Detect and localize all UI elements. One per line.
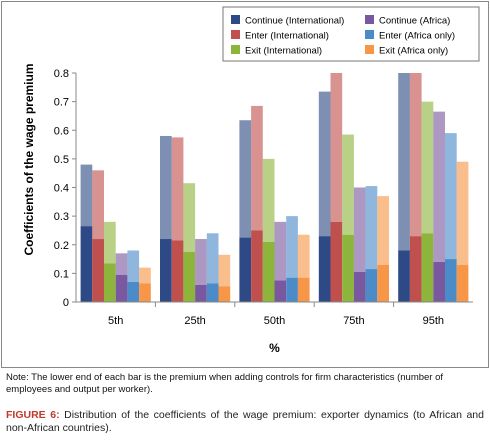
bar-lower-enter-africa-only-5th	[127, 281, 140, 302]
legend-label-exit-africa-only: Exit (Africa only)	[379, 46, 448, 57]
x-axis-title: %	[269, 341, 280, 355]
bar-upper-exit-international-25th	[183, 183, 196, 252]
figure-note: Note: The lower end of each bar is the p…	[6, 372, 444, 395]
legend-swatch-enter-international	[231, 30, 240, 39]
legend-box	[222, 6, 480, 62]
bar-upper-enter-africa-only-50th	[286, 216, 298, 278]
bar-lower-continue-africa-75th	[353, 271, 366, 302]
bar-lower-exit-africa-only-5th	[139, 283, 151, 302]
y-axis-title: Coefficients of the wage premium	[22, 63, 36, 255]
x-tick-label: 75th	[343, 315, 364, 327]
bar-lower-enter-international-95th	[409, 236, 422, 302]
bar-upper-continue-international-95th	[398, 73, 410, 251]
bar-lower-enter-international-25th	[171, 240, 184, 302]
bar-upper-enter-international-5th	[92, 170, 104, 240]
bar-upper-continue-africa-75th	[353, 187, 366, 272]
x-tick-label: 50th	[264, 315, 285, 327]
bar-upper-exit-africa-only-50th	[297, 234, 310, 278]
bar-lower-continue-international-5th	[80, 226, 93, 302]
bar-lower-exit-international-25th	[183, 251, 196, 302]
bar-lower-exit-africa-only-95th	[456, 264, 469, 302]
y-tick-label: 0.6	[54, 125, 69, 137]
bar-lower-exit-africa-only-25th	[218, 286, 231, 302]
bar-upper-enter-africa-only-25th	[206, 233, 219, 284]
bar-upper-enter-international-95th	[409, 73, 422, 237]
y-tick-label: 0.3	[54, 211, 69, 223]
legend-swatch-continue-international	[231, 15, 240, 24]
bar-lower-continue-africa-95th	[433, 261, 445, 302]
bar-lower-continue-international-75th	[318, 236, 331, 302]
bar-lower-enter-africa-only-95th	[445, 259, 457, 302]
x-tick-label: 95th	[423, 315, 444, 327]
legend-swatch-continue-africa	[365, 15, 374, 24]
bar-lower-continue-africa-50th	[274, 280, 287, 302]
bar-upper-exit-africa-only-95th	[456, 161, 469, 265]
bar-lower-exit-international-50th	[262, 241, 275, 302]
bar-lower-exit-international-75th	[342, 234, 354, 302]
bar-lower-exit-international-5th	[104, 263, 116, 302]
bar-upper-continue-africa-5th	[115, 253, 128, 275]
bar-lower-continue-africa-25th	[195, 284, 207, 302]
bar-upper-continue-international-25th	[160, 135, 172, 240]
bar-upper-enter-africa-only-5th	[127, 250, 140, 282]
bar-upper-exit-africa-only-25th	[218, 254, 231, 287]
bar-upper-enter-africa-only-95th	[445, 133, 457, 260]
bar-lower-enter-international-50th	[251, 230, 263, 302]
bar-upper-exit-international-50th	[262, 158, 275, 242]
y-tick-label: 0.4	[54, 183, 69, 195]
bar-upper-exit-international-95th	[421, 101, 434, 234]
figure-caption-text: Distribution of the coefficients of the …	[6, 409, 484, 434]
legend-label-continue-international: Continue (International)	[245, 16, 344, 27]
bar-lower-enter-international-75th	[330, 221, 343, 302]
bar-upper-exit-international-5th	[104, 221, 116, 264]
bar-lower-enter-international-5th	[92, 239, 104, 302]
figure-caption-label: FIGURE 6:	[6, 409, 60, 421]
bar-lower-exit-africa-only-75th	[377, 264, 389, 302]
bar-lower-enter-africa-only-75th	[365, 269, 378, 302]
legend-swatch-enter-africa-only	[365, 30, 374, 39]
legend-label-exit-international: Exit (International)	[245, 46, 322, 57]
y-tick-label: 0.8	[54, 68, 69, 80]
legend-swatch-exit-international	[231, 45, 240, 54]
bar-lower-exit-africa-only-50th	[297, 277, 310, 302]
bar-upper-enter-international-25th	[171, 137, 184, 241]
y-tick-label: 0.2	[54, 240, 69, 252]
legend-label-continue-africa: Continue (Africa)	[379, 16, 450, 27]
x-tick-label: 25th	[184, 315, 205, 327]
bar-upper-continue-africa-25th	[195, 239, 207, 285]
bar-lower-enter-africa-only-50th	[286, 277, 298, 302]
y-tick-label: 0.5	[54, 154, 69, 166]
bar-upper-enter-africa-only-75th	[365, 186, 378, 270]
bar-upper-continue-international-75th	[318, 91, 331, 237]
figure-caption: FIGURE 6: Distribution of the coefficien…	[6, 409, 484, 435]
bar-upper-enter-international-50th	[251, 105, 263, 231]
bar-upper-continue-international-50th	[239, 120, 252, 238]
bar-upper-exit-africa-only-5th	[139, 267, 151, 284]
bar-upper-continue-international-5th	[80, 164, 93, 227]
bar-lower-continue-international-95th	[398, 250, 410, 302]
y-tick-label: 0	[63, 297, 69, 309]
legend-label-enter-africa-only: Enter (Africa only)	[379, 31, 455, 42]
bar-lower-exit-international-95th	[421, 233, 434, 302]
chart: 0 0.1 0.2 0.3 0.4 0.5 0.6 0.7 0.8 Coefficients of…	[1, 1, 489, 368]
bar-upper-exit-international-75th	[342, 134, 354, 235]
y-tick-label: 0.7	[54, 97, 69, 109]
bar-upper-continue-africa-50th	[274, 221, 287, 281]
bar-upper-enter-international-75th	[330, 73, 343, 222]
bar-lower-enter-africa-only-25th	[206, 283, 219, 302]
bar-lower-continue-international-25th	[160, 239, 172, 302]
bar-upper-exit-africa-only-75th	[377, 196, 389, 265]
bar-upper-continue-africa-95th	[433, 111, 445, 262]
bar-lower-continue-international-50th	[239, 237, 252, 302]
y-tick-label: 0.1	[54, 268, 69, 280]
bar-lower-continue-africa-5th	[115, 274, 128, 302]
legend-label-enter-international: Enter (International)	[245, 31, 329, 42]
legend-swatch-exit-africa-only	[365, 45, 374, 54]
x-tick-label: 5th	[108, 315, 123, 327]
